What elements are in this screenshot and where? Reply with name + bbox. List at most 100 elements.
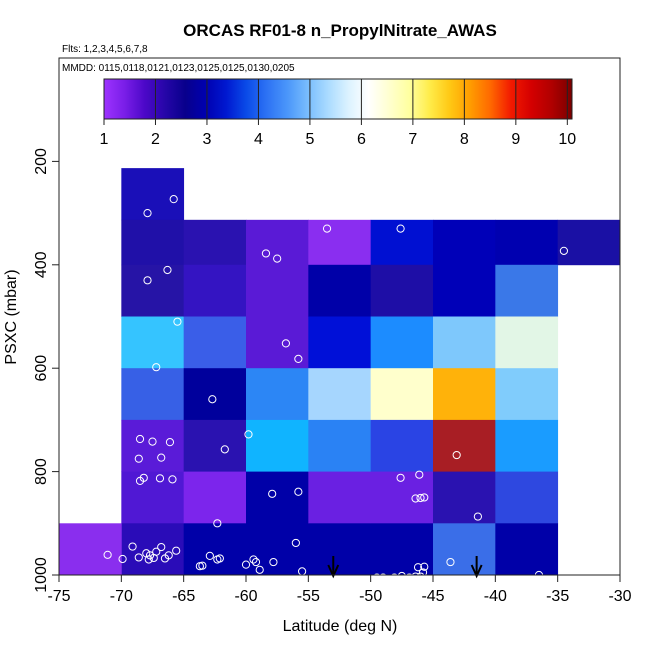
x-tick-label: -75 [47, 588, 70, 605]
x-tick-label: -65 [172, 588, 195, 605]
heatmap-cell [121, 264, 185, 317]
data-point [405, 573, 414, 582]
data-point [372, 573, 381, 582]
y-tick-label: 200 [33, 148, 50, 175]
data-point [390, 573, 399, 582]
colorbar-tick-label: 5 [305, 131, 314, 148]
heatmap-cell [370, 219, 434, 266]
data-point [163, 265, 172, 275]
data-point [143, 276, 152, 285]
colorbar-tick-label: 2 [151, 131, 160, 148]
chart-title: ORCAS RF01-8 n_PropylNitrate_AWAS [183, 21, 497, 40]
colorbar-bar [103, 78, 573, 120]
heatmap-cell [246, 471, 309, 524]
heatmap-cell [246, 264, 309, 317]
heatmap-cell [121, 471, 185, 524]
heatmap-cell [557, 219, 621, 266]
data-point [103, 550, 112, 559]
data-point [134, 454, 143, 463]
heatmap-cell [183, 368, 247, 421]
heatmap-cells [59, 168, 621, 576]
data-point [144, 555, 153, 564]
heatmap-cell [370, 316, 434, 369]
y-tick-label: 800 [33, 458, 50, 485]
mmdd-label: MMDD: 0115,0118,0121,0123,0125,0125,0130… [62, 63, 295, 74]
data-point [215, 554, 224, 563]
data-point [294, 487, 303, 496]
x-tick-label: -70 [110, 588, 133, 605]
data-point [411, 494, 420, 503]
data-point [251, 557, 261, 567]
heatmap-cell [433, 471, 496, 524]
data-point [135, 434, 145, 444]
x-axis: -75 -70 -65 -60 -55 -50 -45 -40 -35 -30 [47, 574, 632, 605]
data-point [416, 493, 425, 503]
heatmap-cell [495, 219, 559, 266]
data-point [157, 542, 166, 552]
colorbar-tick-label: 9 [511, 131, 520, 148]
data-point [255, 565, 264, 574]
x-tick-label: -50 [359, 588, 382, 605]
data-point [396, 473, 405, 482]
heatmap-cell [121, 523, 185, 576]
data-point [559, 246, 569, 255]
heatmap-cell [121, 168, 185, 221]
heatmap-cell [246, 368, 309, 421]
data-point [418, 568, 428, 577]
data-point [420, 493, 429, 502]
heatmap-cell [370, 419, 434, 472]
data-point [143, 209, 152, 218]
heatmap-cell [433, 316, 496, 369]
heatmap-cell [308, 419, 372, 472]
x-axis-label: Latitude (deg N) [283, 618, 398, 635]
data-point [281, 339, 290, 348]
heatmap-cell [183, 316, 247, 369]
colorbar-tick-label: 4 [254, 131, 263, 148]
heatmap-cell [370, 471, 434, 524]
heatmap-cell [246, 219, 309, 266]
heatmap-cell [370, 523, 434, 576]
heatmap-cell [183, 419, 247, 472]
data-point [473, 512, 482, 521]
data-point [411, 572, 420, 581]
data-point [416, 572, 425, 581]
heatmap-cell [495, 368, 559, 421]
data-point [134, 553, 143, 562]
heatmap-cell [308, 368, 372, 421]
y-axis-label: PSXC (mbar) [3, 269, 20, 364]
data-point [220, 445, 229, 454]
heatmap-cell [433, 264, 496, 317]
data-point [173, 317, 182, 326]
y-tick-label: 1000 [33, 557, 50, 593]
data-point [413, 563, 423, 572]
data-point [269, 557, 278, 567]
data-point [172, 546, 181, 555]
heatmap-cell [433, 419, 496, 472]
colorbar: 1 2 3 4 5 6 7 8 9 10 [100, 78, 576, 148]
data-point [294, 354, 303, 363]
data-point [268, 489, 277, 498]
data-point [241, 560, 251, 569]
scatter-points [103, 195, 569, 584]
heatmap-cell [183, 471, 247, 524]
flights-label: Flts: 1,2,3,4,5,6,7,8 [62, 44, 148, 55]
heatmap-cell [308, 471, 372, 524]
heatmap-cell [183, 523, 247, 576]
heatmap-cell [246, 419, 309, 472]
data-point [415, 470, 424, 479]
data-point [273, 254, 282, 263]
colorbar-tick-label: 10 [558, 131, 576, 148]
marker-arrow-head [327, 564, 340, 579]
heatmap-cell [183, 219, 247, 266]
latitude-markers [327, 556, 483, 579]
heatmap-cell [59, 523, 122, 576]
heatmap-cell [308, 219, 372, 266]
x-tick-label: -45 [421, 588, 444, 605]
x-tick-label: -60 [234, 588, 257, 605]
data-point [249, 555, 258, 564]
data-point [135, 476, 145, 486]
y-tick-label: 600 [33, 355, 50, 382]
x-tick-label: -35 [546, 588, 569, 605]
heatmap-cell [433, 523, 496, 576]
